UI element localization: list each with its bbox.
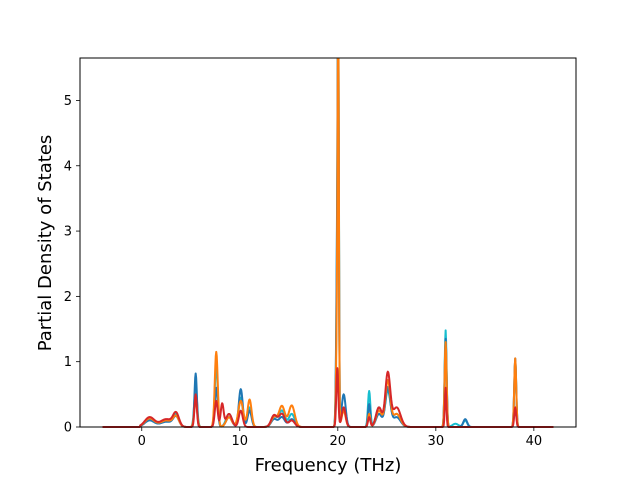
y-axis-label: Partial Density of States bbox=[35, 135, 56, 352]
x-axis-label: Frequency (THz) bbox=[255, 455, 402, 476]
x-tick-label: 40 bbox=[526, 434, 543, 449]
plot-frame bbox=[79, 57, 577, 428]
y-tick-label: 0 bbox=[64, 421, 72, 436]
y-tick-label: 2 bbox=[64, 290, 72, 305]
y-axis: 0 1 2 3 4 5 bbox=[64, 94, 80, 436]
x-tick-label: 0 bbox=[138, 434, 146, 449]
x-tick-label: 10 bbox=[232, 434, 249, 449]
y-tick-label: 5 bbox=[64, 94, 72, 109]
y-tick-label: 1 bbox=[64, 355, 72, 370]
x-tick-label: 20 bbox=[330, 434, 347, 449]
x-axis: 0 10 20 30 40 bbox=[138, 427, 543, 449]
y-tick-label: 4 bbox=[64, 159, 72, 174]
x-tick-label: 30 bbox=[428, 434, 445, 449]
y-tick-label: 3 bbox=[64, 225, 72, 240]
